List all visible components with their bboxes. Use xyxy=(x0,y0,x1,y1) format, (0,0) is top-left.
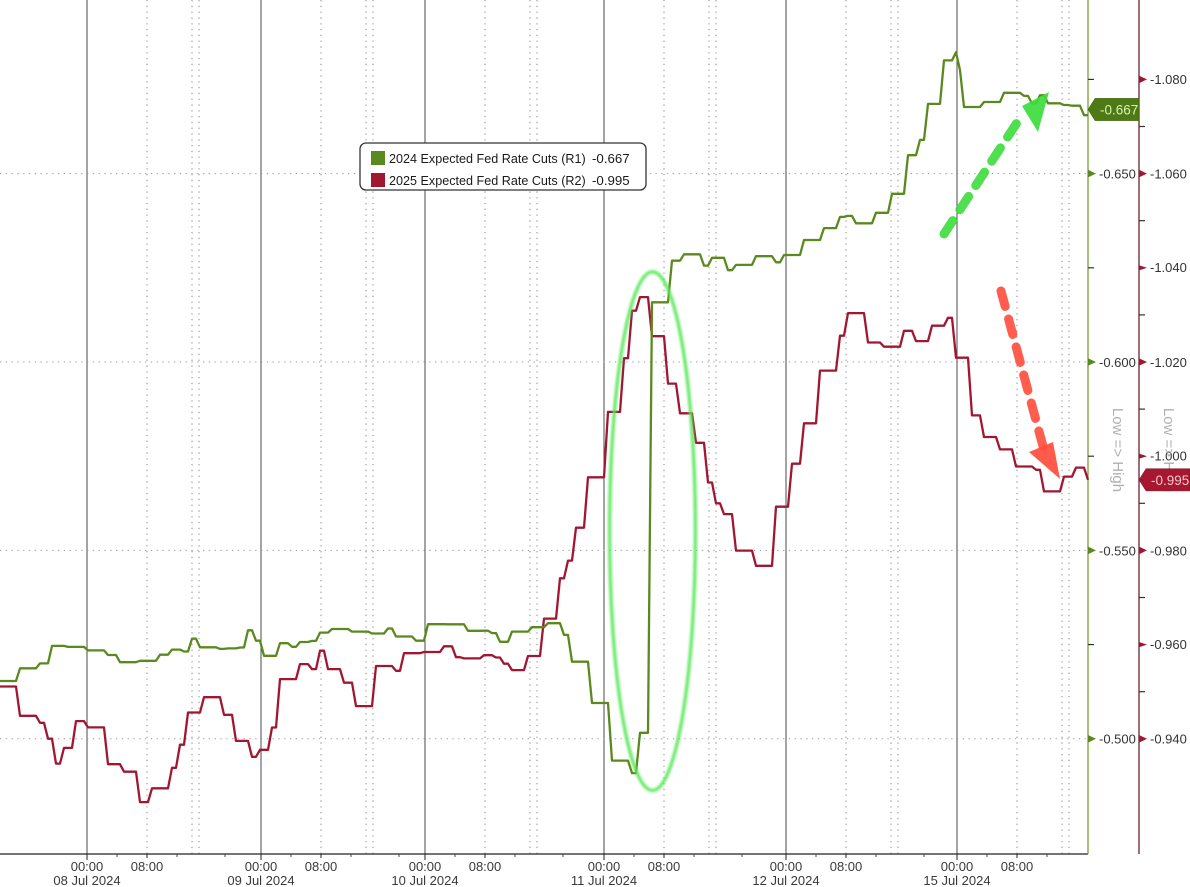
svg-text:08:00: 08:00 xyxy=(469,859,502,874)
svg-text:-0.500: -0.500 xyxy=(1099,732,1136,747)
svg-text:08:00: 08:00 xyxy=(131,859,164,874)
svg-text:10 Jul 2024: 10 Jul 2024 xyxy=(391,873,458,887)
svg-text:08:00: 08:00 xyxy=(1001,859,1034,874)
svg-text:-0.940: -0.940 xyxy=(1150,732,1187,747)
svg-text:-0.995: -0.995 xyxy=(592,173,630,188)
svg-text:12 Jul 2024: 12 Jul 2024 xyxy=(752,873,819,887)
svg-text:00:00: 00:00 xyxy=(588,859,621,874)
svg-text:-0.667: -0.667 xyxy=(1100,103,1138,118)
svg-text:08:00: 08:00 xyxy=(648,859,681,874)
svg-text:08:00: 08:00 xyxy=(830,859,863,874)
svg-text:2024 Expected Fed Rate Cuts (R: 2024 Expected Fed Rate Cuts (R1) xyxy=(389,152,586,166)
svg-text:-0.550: -0.550 xyxy=(1099,543,1136,558)
svg-text:2025 Expected Fed Rate Cuts (R: 2025 Expected Fed Rate Cuts (R2) xyxy=(389,174,586,188)
svg-text:00:00: 00:00 xyxy=(941,859,974,874)
svg-text:-0.980: -0.980 xyxy=(1150,543,1187,558)
svg-text:Low => High: Low => High xyxy=(1109,408,1126,492)
svg-text:-0.960: -0.960 xyxy=(1150,637,1187,652)
svg-text:00:00: 00:00 xyxy=(245,859,278,874)
svg-text:00:00: 00:00 xyxy=(409,859,442,874)
svg-text:-0.650: -0.650 xyxy=(1099,167,1136,182)
svg-text:-1.080: -1.080 xyxy=(1150,72,1187,87)
svg-text:11 Jul 2024: 11 Jul 2024 xyxy=(571,873,637,887)
svg-text:08:00: 08:00 xyxy=(305,859,338,874)
svg-text:-0.667: -0.667 xyxy=(592,151,630,166)
svg-text:-0.995: -0.995 xyxy=(1151,473,1189,488)
svg-text:00:00: 00:00 xyxy=(770,859,803,874)
svg-text:-1.060: -1.060 xyxy=(1150,167,1187,182)
svg-text:-1.020: -1.020 xyxy=(1150,355,1187,370)
svg-text:08 Jul 2024: 08 Jul 2024 xyxy=(53,873,120,887)
svg-text:-1.040: -1.040 xyxy=(1150,260,1187,275)
svg-text:-0.600: -0.600 xyxy=(1099,355,1136,370)
svg-text:00:00: 00:00 xyxy=(71,859,104,874)
svg-text:09 Jul 2024: 09 Jul 2024 xyxy=(227,873,294,887)
svg-text:15 Jul 2024: 15 Jul 2024 xyxy=(923,873,990,887)
